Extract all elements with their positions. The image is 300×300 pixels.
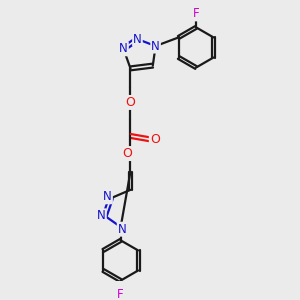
Text: F: F [193,8,200,20]
Text: O: O [122,147,132,160]
Text: N: N [151,40,160,52]
Text: F: F [117,288,124,300]
Text: N: N [103,190,112,203]
Text: O: O [125,96,135,109]
Text: N: N [133,33,142,46]
Text: O: O [150,133,160,146]
Text: N: N [119,42,128,55]
Text: N: N [97,209,106,222]
Text: N: N [118,223,127,236]
